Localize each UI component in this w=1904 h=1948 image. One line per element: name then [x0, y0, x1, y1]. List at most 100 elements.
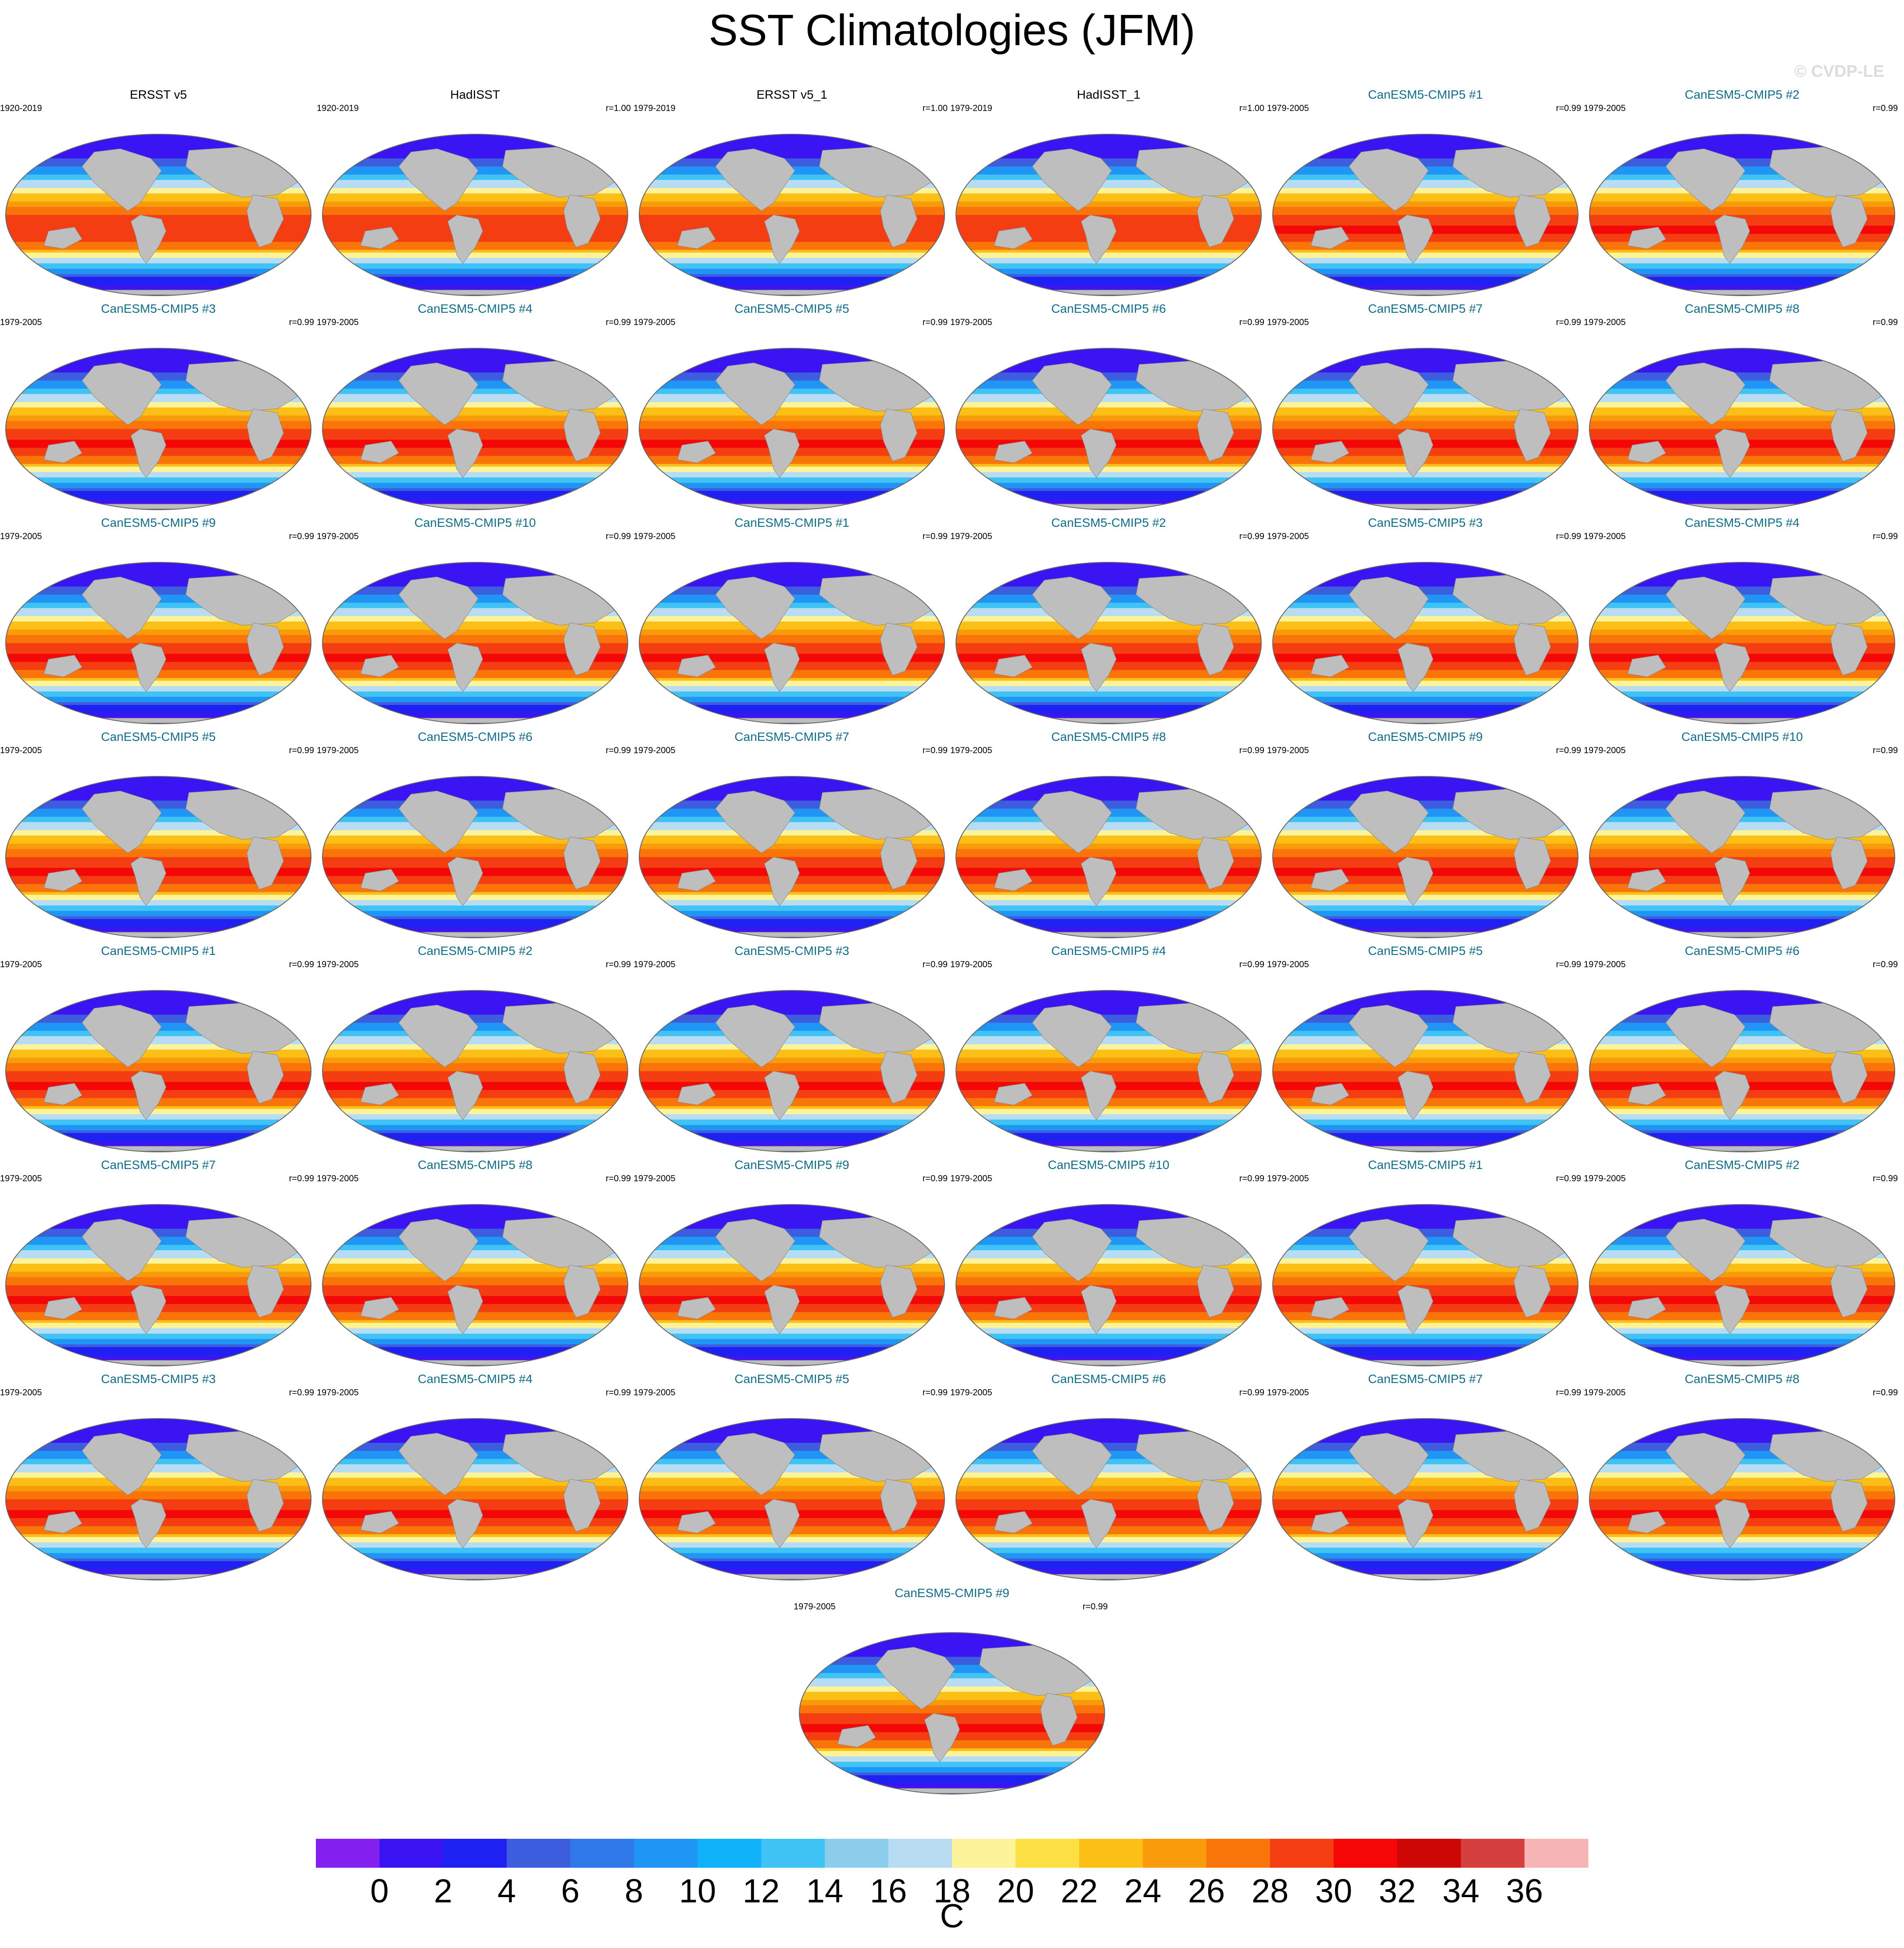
sst-band: [956, 640, 1261, 643]
sst-band: [956, 1352, 1261, 1356]
sst-band: [6, 857, 311, 861]
sst-band: [956, 1331, 1261, 1334]
sst-band: [1273, 407, 1578, 411]
sst-band: [1589, 413, 1895, 416]
sst-band: [956, 477, 1261, 481]
sst-band: [322, 139, 628, 143]
sst-band: [1273, 892, 1578, 895]
sst-band: [322, 1548, 628, 1551]
sst-band: [956, 849, 1261, 852]
sst-band: [639, 998, 945, 1002]
sst-band: [639, 817, 945, 820]
panel-pattern-correlation: r=0.99: [922, 1388, 948, 1398]
sst-band: [956, 1122, 1261, 1126]
sst-band: [639, 1469, 945, 1473]
sst-band: [322, 1350, 628, 1353]
sst-band: [956, 1483, 1261, 1487]
panel-title: CanESM5-CMIP5 #7: [1368, 1372, 1483, 1386]
sst-band: [1273, 1548, 1578, 1551]
sst-band: [322, 990, 628, 994]
sst-band: [639, 255, 945, 259]
sst-band: [6, 1355, 311, 1358]
sst-band: [956, 838, 1261, 842]
sst-band: [322, 715, 628, 719]
sst-band: [6, 1331, 311, 1334]
panel-period: 1979-2005: [317, 532, 359, 541]
sst-band: [6, 1136, 311, 1139]
map-panel: CanESM5-CMIP5 #6 1979-2005 r=0.99: [317, 730, 633, 944]
figure-title: SST Climatologies (JFM): [709, 6, 1195, 55]
sst-band: [6, 1548, 311, 1551]
map-outline: [639, 1418, 945, 1580]
sst-band: [322, 708, 628, 711]
sst-band: [6, 1499, 311, 1503]
land-mass: [247, 408, 284, 462]
sst-band: [1273, 1009, 1578, 1013]
sst-band: [6, 1223, 311, 1227]
sst-band: [639, 1566, 945, 1570]
sst-band: [639, 394, 945, 397]
sst-band: [1273, 637, 1578, 641]
sst-band: [956, 702, 1261, 706]
sst-band: [6, 708, 311, 711]
sst-band: [322, 683, 628, 687]
sst-band: [956, 993, 1261, 997]
sst-band: [6, 1443, 311, 1446]
sst-band: [1589, 1550, 1895, 1554]
sst-band: [956, 1355, 1261, 1358]
sst-band: [956, 1440, 1261, 1444]
sst-band: [799, 1681, 1105, 1684]
sst-band: [639, 147, 945, 151]
sst-band: [1273, 356, 1578, 360]
sst-band: [6, 1358, 311, 1361]
panel-pattern-correlation: r=0.99: [1556, 746, 1581, 755]
sst-band: [639, 1494, 945, 1497]
sst-band: [1589, 803, 1895, 807]
land-mass: [1310, 1083, 1349, 1105]
sst-band: [1273, 846, 1578, 850]
sst-band: [322, 161, 628, 164]
map-panel: CanESM5-CMIP5 #2 1979-2005 r=0.99: [317, 944, 633, 1158]
sst-band: [1589, 702, 1895, 706]
map-panel: HadISST 1920-2019 r=1.00: [317, 88, 633, 302]
sst-band: [1273, 164, 1578, 167]
sst-band: [322, 182, 628, 186]
sst-band: [1589, 199, 1895, 202]
sst-band: [6, 1229, 311, 1232]
sst-band: [6, 1141, 311, 1144]
sst-band: [322, 277, 628, 280]
sst-band: [322, 1462, 628, 1465]
sst-band: [1589, 924, 1895, 928]
sst-band: [6, 1475, 311, 1478]
sst-band: [1273, 375, 1578, 379]
sst-band: [639, 1229, 945, 1232]
sst-band: [956, 1245, 1261, 1248]
land-mass: [994, 869, 1033, 891]
sst-band: [322, 1553, 628, 1556]
sst-band: [6, 1004, 311, 1007]
sst-band: [1273, 640, 1578, 643]
sst-band: [956, 1566, 1261, 1570]
sst-band: [1589, 637, 1895, 641]
sst-band: [1273, 608, 1578, 611]
sst-band: [956, 927, 1261, 930]
sst-band: [639, 212, 945, 215]
sst-band: [322, 584, 628, 587]
sst-band: [6, 849, 311, 852]
sst-band: [322, 397, 628, 400]
sst-band: [322, 415, 628, 419]
sst-band: [1589, 488, 1895, 492]
sst-band: [639, 142, 945, 146]
sst-band: [639, 1462, 945, 1465]
sst-field: [956, 134, 1261, 296]
sst-band: [1589, 691, 1895, 695]
sst-band: [1273, 423, 1578, 427]
land-mass: [43, 655, 82, 677]
sst-band: [322, 410, 628, 414]
sst-band: [322, 1443, 628, 1446]
sst-band: [322, 1245, 628, 1248]
sst-band: [1589, 990, 1895, 994]
map-panel: CanESM5-CMIP5 #3 1979-2005 r=0.99: [0, 302, 317, 516]
land-mass: [1830, 622, 1868, 676]
sst-band: [956, 472, 1261, 475]
